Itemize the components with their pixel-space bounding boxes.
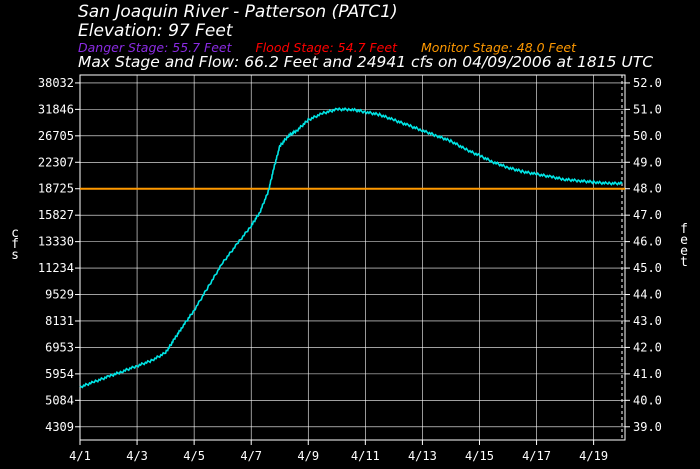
y-right-tick-label: 49.0 (633, 155, 662, 169)
x-tick-label: 4/19 (579, 449, 608, 463)
x-tick-label: 4/13 (408, 449, 437, 463)
x-tick-label: 4/1 (69, 449, 91, 463)
stage-legend: Danger Stage: 55.7 Feet Flood Stage: 54.… (78, 40, 596, 55)
y-right-tick-label: 52.0 (633, 76, 662, 90)
x-tick-label: 4/11 (351, 449, 380, 463)
x-tick-label: 4/7 (240, 449, 262, 463)
y-left-axis-label-char: s (11, 248, 19, 263)
y-left-tick-label: 38032 (38, 76, 74, 90)
stage-series-line (79, 106, 623, 389)
y-left-tick-label: 6953 (45, 340, 74, 354)
y-right-tick-label: 48.0 (633, 182, 662, 196)
y-right-tick-label: 41.0 (633, 367, 662, 381)
y-right-tick-label: 47.0 (633, 208, 662, 222)
x-tick-label: 4/5 (183, 449, 205, 463)
y-left-tick-label: 22307 (38, 155, 74, 169)
y-right-tick-label: 43.0 (633, 314, 662, 328)
y-left-tick-label: 4309 (45, 420, 74, 434)
x-tick-label: 4/15 (465, 449, 494, 463)
y-right-tick-label: 45.0 (633, 261, 662, 275)
danger-stage-label: Danger Stage: 55.7 Feet (78, 40, 232, 55)
y-left-tick-label: 13330 (38, 235, 74, 249)
y-left-axis-label-char: c (11, 226, 19, 241)
y-right-tick-label: 46.0 (633, 235, 662, 249)
y-right-axis-label-char: e (680, 233, 688, 248)
y-left-tick-label: 18725 (38, 182, 74, 196)
x-tick-label: 4/3 (126, 449, 148, 463)
y-left-tick-label: 9529 (45, 288, 74, 302)
y-right-tick-label: 40.0 (633, 393, 662, 407)
max-stage-flow-label: Max Stage and Flow: 66.2 Feet and 24941 … (78, 53, 654, 71)
y-left-tick-label: 15827 (38, 208, 74, 222)
x-tick-label: 4/17 (522, 449, 551, 463)
y-right-tick-label: 39.0 (633, 420, 662, 434)
y-left-tick-label: 11234 (38, 261, 74, 275)
y-right-axis-label-char: e (680, 244, 688, 259)
y-left-axis-label-char: f (11, 237, 19, 252)
y-left-tick-label: 5084 (45, 393, 74, 407)
chart-title: San Joaquin River - Patterson (PATC1) (78, 2, 398, 22)
plot-frame (79, 74, 626, 441)
y-left-tick-label: 26705 (38, 129, 74, 143)
elevation-label: Elevation: 97 Feet (78, 21, 233, 41)
y-right-tick-label: 42.0 (633, 340, 662, 354)
y-right-tick-label: 50.0 (633, 129, 662, 143)
x-tick-label: 4/9 (297, 449, 319, 463)
y-left-tick-label: 5954 (45, 367, 74, 381)
y-left-tick-label: 8131 (45, 314, 74, 328)
y-right-axis-label-char: f (680, 222, 688, 237)
y-left-tick-label: 31846 (38, 102, 74, 116)
y-right-tick-label: 44.0 (633, 288, 662, 302)
monitor-stage-label: Monitor Stage: 48.0 Feet (420, 40, 577, 55)
y-right-tick-label: 51.0 (633, 102, 662, 116)
y-right-axis-label-char: t (680, 255, 688, 270)
flood-stage-label: Flood Stage: 54.7 Feet (255, 40, 397, 55)
